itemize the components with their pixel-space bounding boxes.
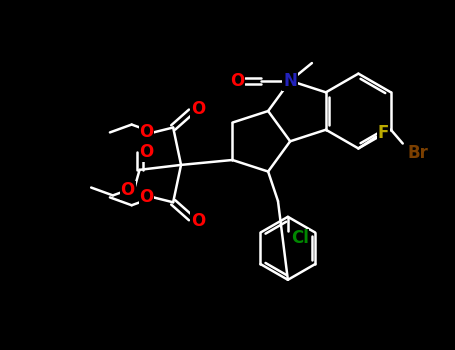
Text: O: O [121, 182, 135, 199]
Text: O: O [139, 188, 154, 206]
Text: O: O [139, 143, 154, 161]
Text: O: O [191, 100, 205, 118]
Text: Br: Br [407, 144, 428, 162]
Text: N: N [283, 72, 297, 90]
Text: O: O [139, 124, 154, 141]
Text: O: O [230, 72, 244, 90]
Text: F: F [377, 124, 389, 142]
Text: Cl: Cl [291, 230, 308, 247]
Text: O: O [191, 212, 205, 230]
